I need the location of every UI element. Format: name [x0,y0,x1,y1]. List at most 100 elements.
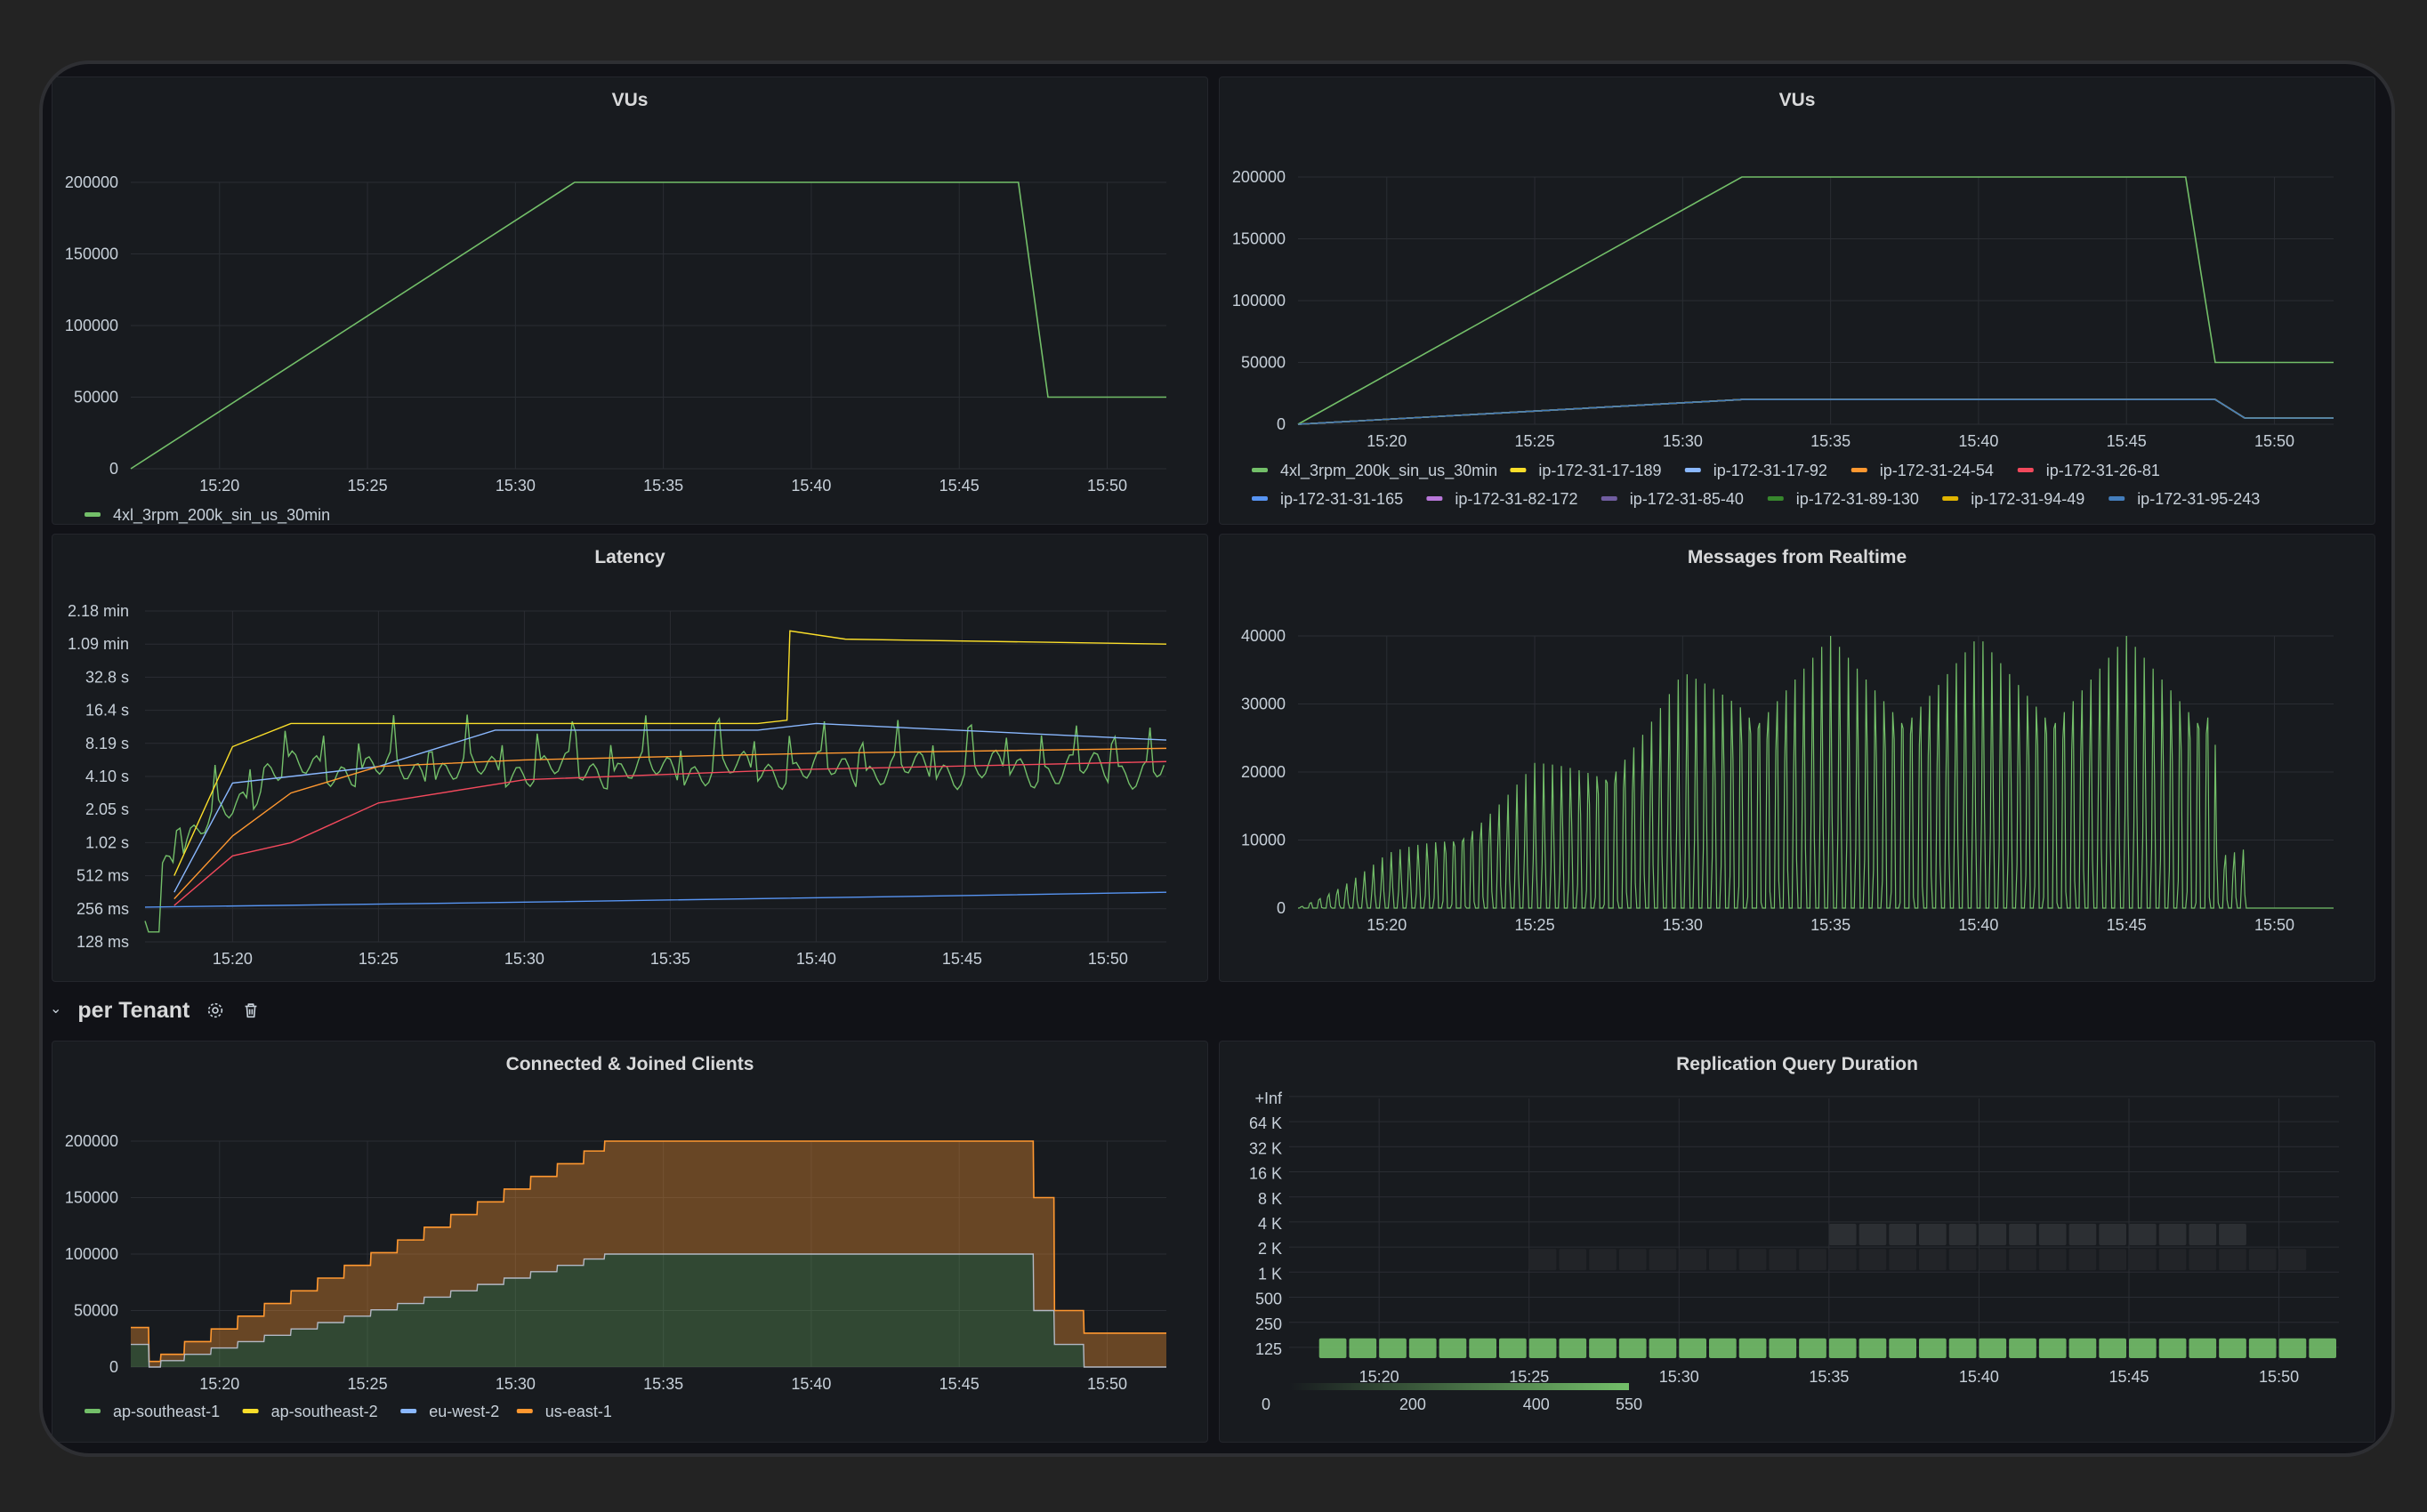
x-tick-label: 15:40 [1958,432,1998,450]
heatmap-cell [1709,1249,1737,1271]
color-scale-label: 400 [1523,1395,1550,1413]
legend-item: 4xl_3rpm_200k_sin_us_30min [1280,462,1497,480]
panel-title: Latency [594,547,665,567]
y-tick-label: 0 [109,1358,118,1376]
heatmap-cell [1948,1223,1977,1246]
x-tick-label: 15:35 [643,1375,683,1393]
legend-item: ip-172-31-24-54 [1880,462,1994,479]
y-tick-label: 256 ms [77,900,129,918]
clients-panel[interactable]: Connected & Joined Clients 15:20 15:25 15:… [52,1041,1208,1443]
heatmap-cell [1439,1338,1467,1358]
y-tick-label: 250 [1255,1315,1282,1333]
heatmap-cell [2068,1223,2097,1246]
series-line [1297,398,2334,425]
x-tick-label: 15:20 [213,950,253,968]
y-tick-label: 2.18 min [68,602,129,620]
vus-panel-left[interactable]: VUs 15:20 15:25 15:30 15:35 15:40 15:45 15:50 0… [52,76,1208,525]
color-scale-label: 200 [1399,1395,1426,1413]
legend-item: us-east-1 [545,1403,612,1420]
x-tick-label: 15:45 [939,477,980,495]
series-line [144,714,1165,933]
heatmap-cell [2009,1338,2036,1358]
x-tick-label: 15:50 [1088,950,1128,968]
x-tick-label: 15:25 [348,1375,388,1393]
legend-swatch [2017,468,2034,472]
y-tick-label: 40000 [1241,627,1286,645]
y-tick-label: 150000 [65,245,118,263]
legend-item: ip-172-31-17-189 [1538,462,1661,479]
gear-icon[interactable] [206,1001,225,1020]
y-tick-label: 100000 [65,317,118,334]
legend-swatch [516,1409,533,1413]
heatmap-cell [1948,1338,1977,1358]
legend-swatch [400,1409,417,1413]
trash-icon[interactable] [241,1001,261,1020]
heatmap-cell [1709,1338,1737,1358]
heatmap-cell [1618,1338,1647,1358]
vus-chart: 15:20 15:25 15:30 15:35 15:40 15:45 15:50 0 5000… [1232,168,2334,508]
heatmap-cell [2278,1338,2307,1358]
x-tick-label: 15:20 [199,477,239,495]
heatmap-cell [2278,1249,2307,1271]
row-title[interactable]: per Tenant [77,997,190,1023]
y-tick-label: 512 ms [77,867,129,885]
x-tick-label: 15:35 [1810,432,1850,450]
heatmap-cell [1919,1338,1947,1358]
x-tick-label: 15:25 [359,950,399,968]
series-line [1297,398,2334,425]
y-tick-label: 1.09 min [68,635,129,653]
x-tick-label: 15:35 [1809,1368,1849,1386]
legend-item: ip-172-31-89-130 [1796,490,1919,508]
heatmap-cell [2009,1249,2036,1271]
messages-panel[interactable]: Messages from Realtime 15:20 15:25 15:30 15… [1219,534,2375,982]
x-tick-label: 15:30 [1663,432,1703,450]
heatmap-cell [1679,1249,1706,1271]
y-tick-label: 50000 [74,1302,118,1320]
series-line [130,181,1166,470]
legend-item: ap-southeast-1 [113,1403,220,1420]
heatmap-cell [1618,1249,1647,1271]
legend-swatch [85,1409,101,1413]
series-line [173,630,1167,876]
legend-swatch [1510,468,1527,472]
replication-panel[interactable]: Replication Query Duration 125 250 500 1 K 2… [1219,1041,2375,1443]
y-tick-label: 16 K [1249,1165,1282,1183]
x-tick-label: 15:45 [2107,432,2147,450]
legend-item: ip-172-31-26-81 [2046,462,2160,479]
x-tick-label: 15:30 [1663,916,1703,934]
x-tick-label: 15:30 [496,1375,536,1393]
heatmap-cell [1769,1249,1797,1271]
panel-title: Messages from Realtime [1687,547,1907,567]
latency-panel[interactable]: Latency 15:20 15:25 15:30 15:35 15:40 15:45 15… [52,534,1208,982]
x-tick-label: 15:40 [791,477,831,495]
heatmap-cell [1528,1249,1557,1271]
row-header-per-tenant[interactable]: ⌄ per Tenant [50,989,261,1032]
x-tick-label: 15:20 [1359,1368,1399,1386]
x-tick-label: 15:35 [643,477,683,495]
vus-panel-right[interactable]: VUs 15:20 15:25 15:30 15:35 15:40 15:45 15:50 0… [1219,76,2375,525]
legend-swatch [1252,496,1268,501]
x-tick-label: 15:50 [2254,916,2294,934]
x-tick-label: 15:40 [791,1375,831,1393]
y-tick-label: 0 [109,460,118,478]
heatmap-cell [1769,1338,1797,1358]
heatmap-cell [1799,1249,1826,1271]
heatmap-cell [1589,1338,1617,1358]
heatmap-cell [1889,1338,1916,1358]
series-line [173,760,1167,906]
legend-swatch [242,1409,259,1413]
heatmap-cell [1649,1338,1677,1358]
y-tick-label: 1 K [1258,1265,1282,1283]
heatmap-cell [1738,1338,1767,1358]
y-tick-label: 2 K [1258,1240,1282,1258]
x-tick-label: 15:30 [496,477,536,495]
y-tick-label: 200000 [1232,168,1286,186]
heatmap-cell [2219,1338,2246,1358]
y-tick-label: 50000 [1241,354,1286,372]
heatmap-cell [2129,1249,2157,1271]
chevron-down-icon[interactable]: ⌄ [50,1001,62,1017]
messages-chart: 15:20 15:25 15:30 15:35 15:40 15:45 15:50 0 1000… [1241,627,2334,934]
replication-heatmap: 125 250 500 1 K 2 K 4 K 8 K 16 K 32 K 64 K +Inf 15:… [1249,1090,2339,1413]
x-tick-label: 15:20 [1367,432,1407,450]
series-line [1297,398,2334,425]
